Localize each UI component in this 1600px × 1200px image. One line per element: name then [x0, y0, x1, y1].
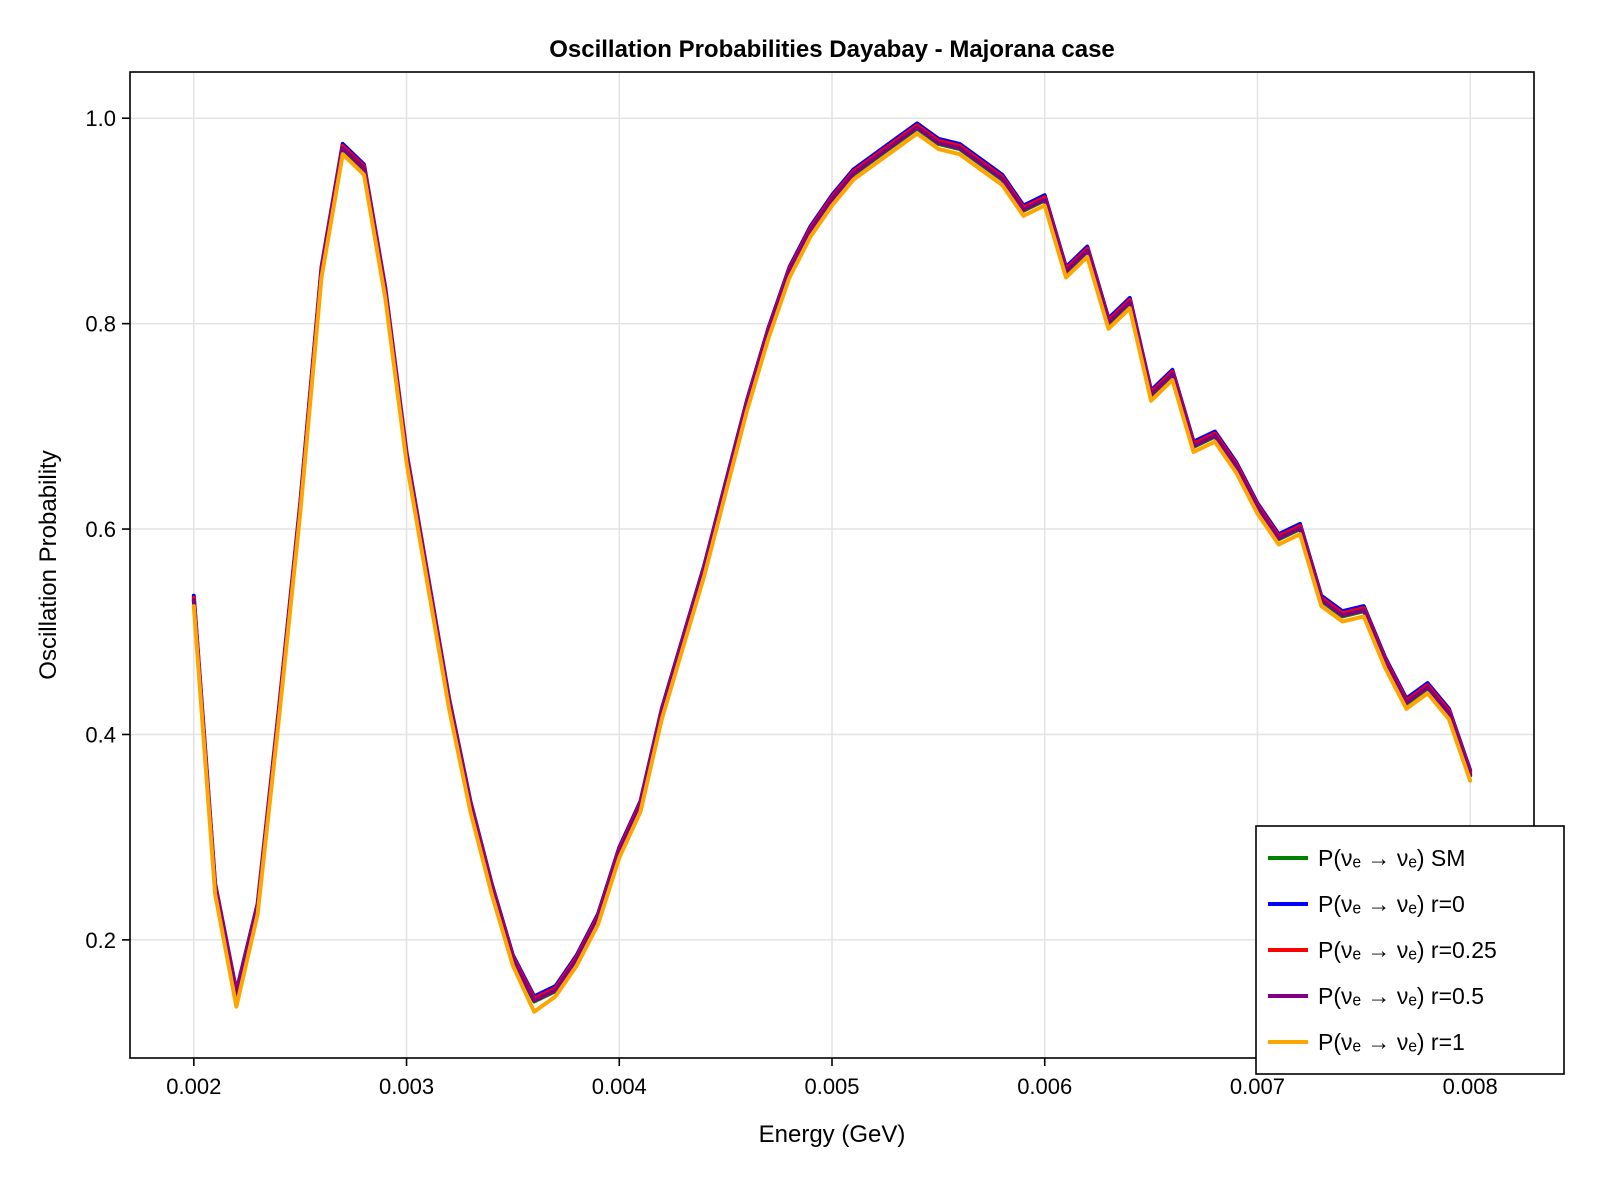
x-tick-label: 0.004	[592, 1074, 647, 1099]
legend-label: P(νₑ → νₑ) r=0.5	[1318, 983, 1484, 1009]
y-axis-label: Oscillation Probability	[35, 450, 62, 679]
y-tick-label: 0.6	[85, 517, 116, 542]
legend-label: P(νₑ → νₑ) r=1	[1318, 1029, 1465, 1055]
x-tick-label: 0.005	[804, 1074, 859, 1099]
series-layer	[191, 121, 1473, 1014]
x-tick-label: 0.002	[166, 1074, 221, 1099]
legend-label: P(νₑ → νₑ) SM	[1318, 845, 1465, 871]
axis-ticks: 0.002 0.003 0.004 0.005 0.006 0.007 0.008 0.2 0.…	[85, 106, 1497, 1099]
legend-label: P(νₑ → νₑ) r=0.25	[1318, 937, 1497, 963]
x-tick-label: 0.003	[379, 1074, 434, 1099]
x-tick-label: 0.008	[1443, 1074, 1498, 1099]
x-axis-label: Energy (GeV)	[759, 1121, 906, 1148]
y-tick-label: 0.2	[85, 928, 116, 953]
x-tick-label: 0.006	[1017, 1074, 1072, 1099]
legend: P(νₑ → νₑ) SM P(νₑ → νₑ) r=0 P(νₑ → νₑ) r=…	[1255, 825, 1565, 1075]
y-tick-label: 0.4	[85, 722, 116, 747]
y-tick-label: 0.8	[85, 312, 116, 337]
legend-label: P(νₑ → νₑ) r=0	[1318, 891, 1465, 917]
series-line-4	[191, 131, 1473, 1014]
x-tick-label: 0.007	[1230, 1074, 1285, 1099]
chart-title: Oscillation Probabilities Dayabay - Majo…	[549, 36, 1115, 63]
y-tick-label: 1.0	[85, 106, 116, 131]
